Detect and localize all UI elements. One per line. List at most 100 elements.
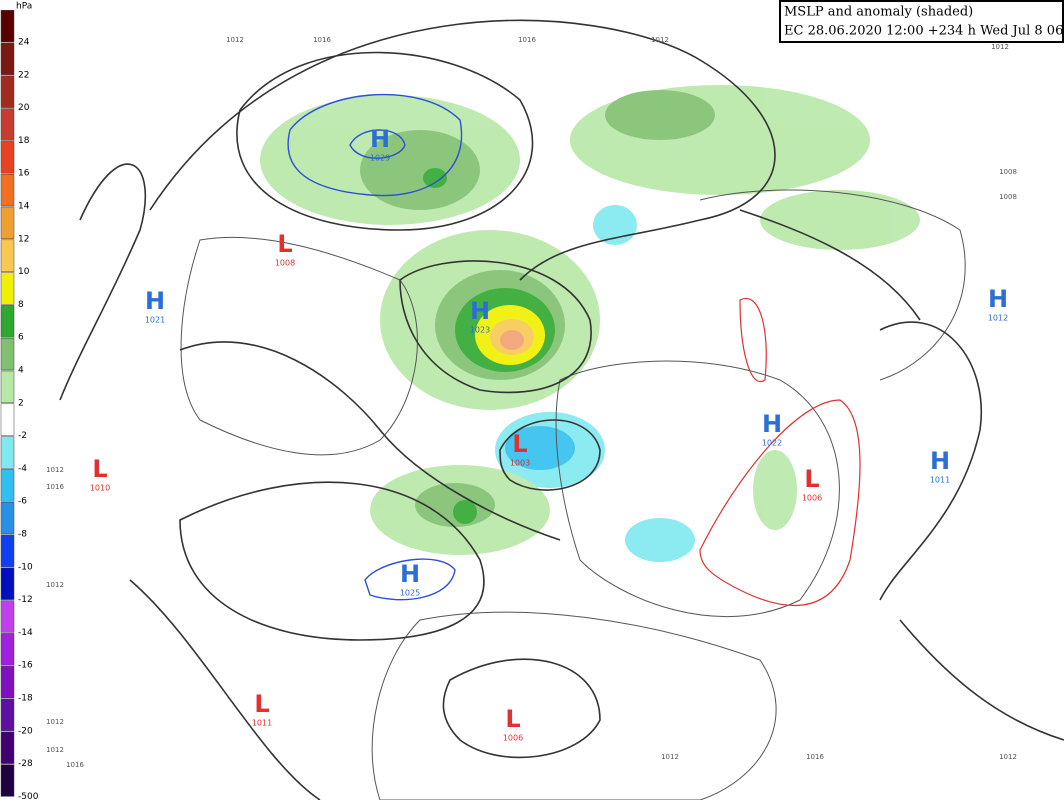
system-pressure: 1025 xyxy=(400,589,420,598)
isobar-label: 1012 xyxy=(651,36,669,44)
isobar-label: 1012 xyxy=(46,746,64,754)
legend-swatch xyxy=(0,731,15,764)
legend-swatch xyxy=(0,75,15,108)
title-frame xyxy=(779,0,1064,43)
legend-label: -20 xyxy=(18,726,33,736)
isobar-label: 1012 xyxy=(999,753,1017,761)
legend-swatch xyxy=(0,764,15,797)
title-box: MSLP and anomaly (shaded) EC 28.06.2020 … xyxy=(779,0,1064,43)
isobar-label: 1008 xyxy=(999,168,1017,176)
legend-label: 10 xyxy=(18,267,30,277)
legend-swatch xyxy=(0,370,15,404)
legend-label: -4 xyxy=(18,464,27,474)
legend-label: 22 xyxy=(18,70,29,80)
system-pressure: 1022 xyxy=(762,439,782,448)
system-pressure: 1003 xyxy=(510,459,530,468)
blue-isobars xyxy=(287,93,463,601)
legend-label: 6 xyxy=(18,333,24,343)
system-pressure: 1006 xyxy=(802,494,822,503)
isobar-label: 1012 xyxy=(46,581,64,589)
isobar-label: 1016 xyxy=(46,483,64,491)
legend-label: 24 xyxy=(18,38,30,48)
system-pressure: 1011 xyxy=(252,719,272,728)
system-letter: H xyxy=(930,447,950,475)
legend-swatch xyxy=(0,272,15,305)
legend-swatch xyxy=(0,403,15,436)
system-letter: L xyxy=(512,430,527,458)
legend-swatch xyxy=(0,567,15,600)
legend-swatch xyxy=(0,633,15,666)
legend-label: -18 xyxy=(18,694,33,704)
system-pressure: 1021 xyxy=(145,316,165,325)
legend-swatch xyxy=(0,600,15,633)
system-letter: H xyxy=(762,410,782,438)
system-letter: L xyxy=(277,230,292,258)
isobar-label: 1016 xyxy=(66,761,84,769)
system-letter: L xyxy=(92,455,107,483)
isobar-label: 1012 xyxy=(226,36,244,44)
system-letter: L xyxy=(254,690,269,718)
legend-label: -6 xyxy=(18,497,27,507)
legend-swatch xyxy=(0,665,15,699)
coastlines xyxy=(180,189,966,800)
legend-swatch xyxy=(0,239,15,272)
system-letter: L xyxy=(505,705,520,733)
legend-swatch xyxy=(0,534,15,568)
legend-swatch xyxy=(0,206,15,240)
legend-swatch xyxy=(0,469,15,502)
legend-label: -16 xyxy=(18,661,33,671)
isobar-label: 1012 xyxy=(991,43,1009,51)
legend-swatch xyxy=(0,42,15,76)
legend-label: 4 xyxy=(18,366,24,376)
isobar-label: 1008 xyxy=(999,193,1017,201)
legend-label: 18 xyxy=(18,136,30,146)
isobar-labels: 1012 1016 1016 1012101210081008101210161012… xyxy=(46,36,1017,769)
anomaly-shading xyxy=(260,85,920,562)
legend-unit: hPa xyxy=(16,2,32,12)
legend-swatch xyxy=(0,173,15,207)
legend-label: -28 xyxy=(18,759,33,769)
system-pressure: 1023 xyxy=(470,326,490,335)
legend-label: 14 xyxy=(18,202,30,212)
system-letter: H xyxy=(370,125,390,153)
legend-label: 2 xyxy=(18,398,24,408)
system-pressure: 1012 xyxy=(988,314,1008,323)
system-letter: L xyxy=(804,465,819,493)
isobar-label: 1012 xyxy=(46,718,64,726)
system-letter: H xyxy=(400,560,420,588)
legend-label: -8 xyxy=(18,530,27,540)
legend-label: -12 xyxy=(18,595,33,605)
system-letter: H xyxy=(470,297,490,325)
legend-label: -2 xyxy=(18,431,27,441)
system-pressure: 1008 xyxy=(275,259,295,268)
legend-label: -14 xyxy=(18,628,33,638)
isobar-label: 1012 xyxy=(661,753,679,761)
legend-label: 16 xyxy=(18,169,30,179)
legend-label: -500 xyxy=(18,792,39,800)
legend-swatch xyxy=(0,141,15,174)
isobar-label: 1012 xyxy=(46,466,64,474)
system-pressure: 1006 xyxy=(503,734,523,743)
legend: hPa 24 22 20 18 16 14 12 10 8 6 4 2 -2 -4 -6 -8 -10 -12 -14… xyxy=(0,0,42,800)
legend-swatch xyxy=(0,698,15,732)
legend-swatch xyxy=(0,337,15,371)
legend-swatch xyxy=(0,501,15,535)
system-letter: H xyxy=(988,285,1008,313)
legend-label: 8 xyxy=(18,300,24,310)
isobar-label: 1016 xyxy=(313,36,331,44)
title-line: EC 28.06.2020 12:00 +234 h Wed Jul 8 06h… xyxy=(784,24,1064,39)
system-letter: H xyxy=(145,287,165,315)
isobars xyxy=(59,19,1064,800)
legend-swatch xyxy=(0,436,15,469)
legend-swatch xyxy=(0,108,15,141)
legend-swatch xyxy=(0,305,15,338)
legend-swatch xyxy=(0,9,15,43)
isobar-label: 1016 xyxy=(518,36,536,44)
legend-label: 20 xyxy=(18,103,30,113)
red-contours xyxy=(699,297,861,607)
title-line: MSLP and anomaly (shaded) xyxy=(784,5,973,20)
system-pressure: 1029 xyxy=(370,154,390,163)
